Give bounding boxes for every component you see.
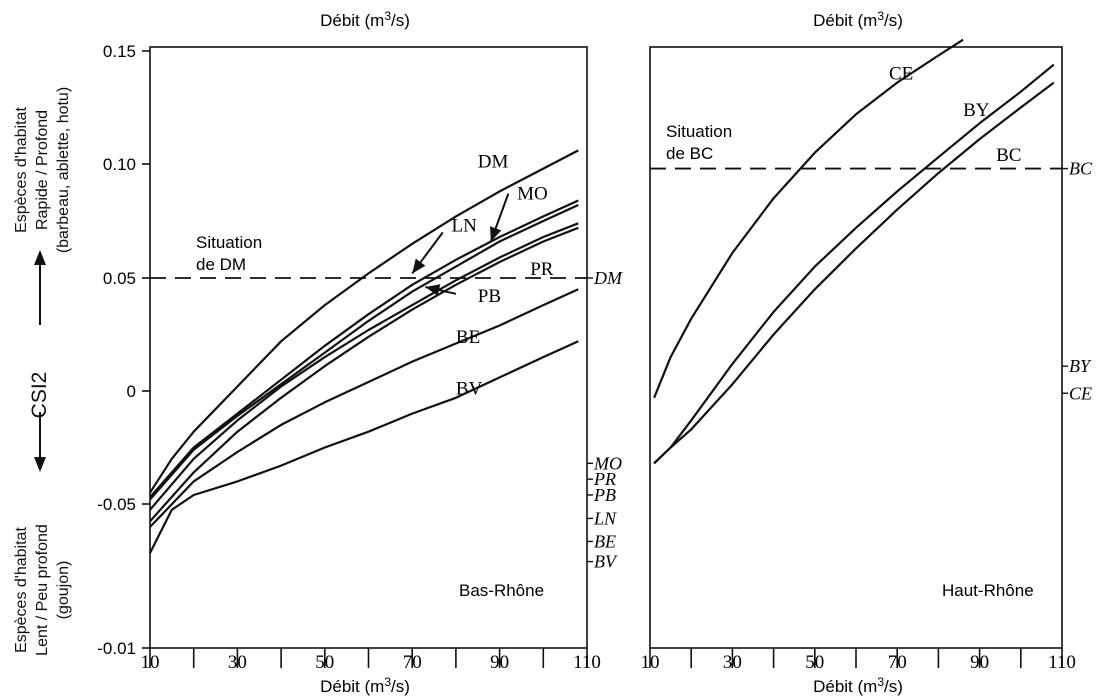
margin-label-pb: PB bbox=[593, 485, 616, 505]
pointer-arrow-head bbox=[425, 284, 441, 296]
situation-dm-line-1: Situation bbox=[196, 233, 262, 252]
situation-bc-line-1: Situation bbox=[666, 122, 732, 141]
x-tick-label: 10 bbox=[641, 652, 660, 673]
margin-label-by: BY bbox=[1069, 356, 1092, 376]
y-lower-line-1: Espèces d'habitat bbox=[13, 527, 30, 653]
series-label-pr: PR bbox=[530, 259, 554, 280]
series-bas-rhone bbox=[149, 149, 579, 554]
top-xlabel-haut-rhone: Débit (m3/s) bbox=[813, 9, 903, 30]
series-labels-bas-rhone: DM MO LN PR PB BE BV bbox=[452, 152, 554, 400]
x-tick-label: 70 bbox=[403, 652, 422, 673]
series-labels-haut-rhone: CE BY BC bbox=[889, 64, 1021, 166]
panel-annotation-haut-rhone: Haut-Rhône bbox=[942, 581, 1034, 600]
x-tick-label: 110 bbox=[573, 652, 601, 673]
x-tick-label: 50 bbox=[315, 652, 334, 673]
plot-frame-bas-rhone bbox=[149, 46, 588, 649]
y-tick-label: 0.05 bbox=[103, 269, 136, 288]
panel-haut-rhone: Débit (m3/s) Débit (m3/s) 10 30 50 70 90 110 … bbox=[641, 9, 1093, 696]
x-tick-label: 50 bbox=[805, 652, 824, 673]
series-label-bc: BC bbox=[996, 145, 1021, 166]
situation-bc-line-2: de BC bbox=[666, 144, 713, 163]
series-line-ln bbox=[149, 203, 579, 501]
bottom-xlabel-bas-rhone: Débit (m3/s) bbox=[320, 675, 410, 696]
bottom-xlabel-haut-rhone: Débit (m3/s) bbox=[813, 675, 903, 696]
y-tick-label: -0.05 bbox=[97, 495, 136, 514]
x-tick-label: 90 bbox=[490, 652, 509, 673]
y-upper-line-2: Rapide / Profond bbox=[34, 110, 51, 230]
y-tick-label: -0.01 bbox=[97, 639, 136, 658]
x-tick-label: 10 bbox=[141, 652, 160, 673]
series-line-bc bbox=[653, 81, 1055, 465]
x-tick-label: 90 bbox=[970, 652, 989, 673]
series-label-by: BY bbox=[963, 100, 990, 121]
y-tick-label: 0.15 bbox=[103, 42, 136, 61]
x-tick-label: 30 bbox=[228, 652, 247, 673]
series-label-dm: DM bbox=[478, 152, 509, 173]
margin-labels-haut-rhone: BC BY CE bbox=[1062, 159, 1093, 403]
series-haut-rhone bbox=[653, 38, 1055, 465]
x-ticks-haut-rhone: 10 30 50 70 90 110 bbox=[641, 648, 1076, 673]
y-lower-line-2: Lent / Peu profond bbox=[34, 524, 51, 656]
series-line-mo bbox=[149, 199, 579, 498]
series-label-bv: BV bbox=[456, 379, 483, 400]
series-line-dm bbox=[149, 149, 579, 494]
up-arrow-icon bbox=[34, 250, 46, 265]
y-ticks-bas-rhone: 0.15 0.10 0.05 0 -0.05 -0.01 bbox=[97, 42, 150, 658]
margin-label-pr: PR bbox=[593, 469, 616, 489]
series-line-by bbox=[653, 63, 1055, 465]
series-label-mo: MO bbox=[517, 184, 548, 205]
y-axis-arrows bbox=[34, 250, 46, 472]
y-upper-line-1: Espèces d'habitat bbox=[13, 107, 30, 233]
x-tick-label: 70 bbox=[888, 652, 907, 673]
margin-label-bv: BV bbox=[594, 552, 618, 572]
y-upper-line-3: (barbeau, ablette, hotu) bbox=[55, 87, 72, 253]
panel-bas-rhone: Débit (m3/s) Débit (m3/s) 0.15 0.10 0.05 0 -… bbox=[97, 9, 623, 696]
series-line-ce bbox=[653, 38, 964, 399]
arrows-bas-rhone bbox=[411, 193, 510, 296]
top-xlabel-bas-rhone: Débit (m3/s) bbox=[320, 9, 410, 30]
pointer-arrow-head bbox=[412, 258, 426, 274]
margin-label-mo: MO bbox=[593, 453, 622, 473]
series-line-be bbox=[149, 288, 579, 528]
series-label-ln: LN bbox=[452, 216, 478, 237]
series-label-be: BE bbox=[456, 327, 480, 348]
x-tick-label: 30 bbox=[723, 652, 742, 673]
margin-label-dm: DM bbox=[593, 268, 623, 288]
y-middle-label: CSI2 bbox=[28, 372, 51, 419]
margin-label-ce: CE bbox=[1069, 383, 1092, 403]
margin-label-ln: LN bbox=[593, 508, 617, 528]
series-label-ce: CE bbox=[889, 64, 913, 85]
y-axis-label-group: Espèces d'habitat Rapide / Profond (barb… bbox=[13, 87, 72, 656]
series-line-bv bbox=[149, 340, 579, 554]
x-tick-label: 110 bbox=[1048, 652, 1076, 673]
panel-annotation-bas-rhone: Bas-Rhône bbox=[459, 581, 544, 600]
pointer-arrow-head bbox=[490, 226, 502, 242]
margin-label-be: BE bbox=[594, 531, 616, 551]
x-ticks-bas-rhone: 10 30 50 70 90 110 bbox=[141, 648, 601, 673]
series-line-pb bbox=[149, 226, 579, 523]
y-lower-line-3: (goujon) bbox=[55, 561, 72, 620]
y-tick-label: 0 bbox=[127, 382, 136, 401]
series-label-pb: PB bbox=[478, 286, 501, 307]
situation-dm-line-2: de DM bbox=[196, 255, 246, 274]
margin-label-bc: BC bbox=[1069, 159, 1093, 179]
y-tick-label: 0.10 bbox=[103, 155, 136, 174]
down-arrow-icon bbox=[34, 457, 46, 472]
series-line-pr bbox=[149, 222, 579, 511]
